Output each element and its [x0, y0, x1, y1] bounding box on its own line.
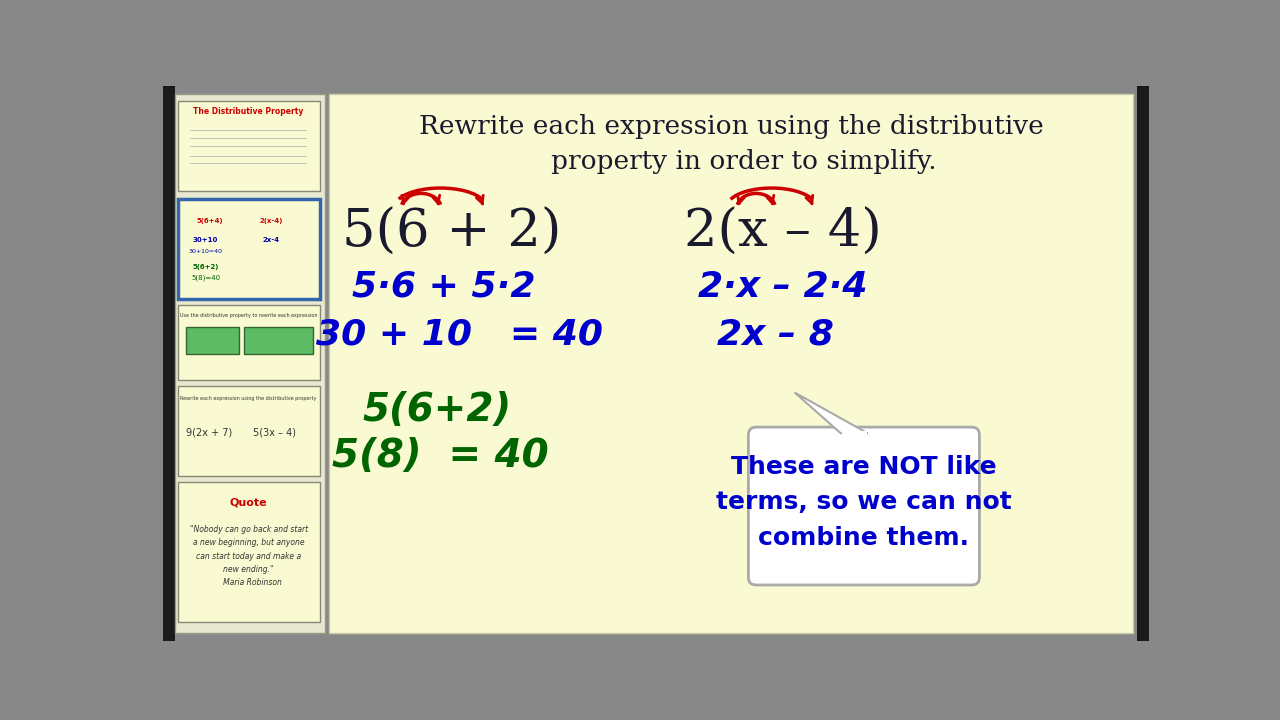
- Text: 30+10=40: 30+10=40: [188, 249, 223, 254]
- Text: 2(x-4): 2(x-4): [260, 218, 283, 224]
- Text: 5·6 + 5·2: 5·6 + 5·2: [352, 269, 536, 304]
- FancyBboxPatch shape: [244, 328, 314, 354]
- Text: 5(6+4): 5(6+4): [196, 218, 223, 224]
- Text: 5(6+2): 5(6+2): [192, 264, 219, 270]
- Text: The Distributive Property: The Distributive Property: [193, 107, 303, 115]
- FancyBboxPatch shape: [178, 101, 320, 191]
- Polygon shape: [795, 392, 868, 433]
- FancyBboxPatch shape: [178, 199, 320, 299]
- FancyBboxPatch shape: [187, 328, 238, 354]
- Text: 9(2x + 7): 9(2x + 7): [187, 428, 233, 438]
- Text: 5(3x – 4): 5(3x – 4): [253, 428, 297, 438]
- Text: 5(6+2): 5(6+2): [362, 391, 511, 429]
- Text: 30 + 10   = 40: 30 + 10 = 40: [316, 318, 603, 351]
- Text: "Nobody can go back and start
a new beginning, but anyone
can start today and ma: "Nobody can go back and start a new begi…: [189, 525, 307, 587]
- Text: 2x – 8: 2x – 8: [717, 318, 833, 351]
- Text: These are NOT like
terms, so we can not
combine them.: These are NOT like terms, so we can not …: [716, 455, 1011, 549]
- Text: 5(8)=40: 5(8)=40: [191, 274, 220, 281]
- Text: 2(x – 4): 2(x – 4): [685, 207, 882, 258]
- FancyBboxPatch shape: [329, 94, 1133, 633]
- FancyBboxPatch shape: [178, 482, 320, 622]
- Text: 5(8)  = 40: 5(8) = 40: [332, 437, 549, 475]
- Text: Quote: Quote: [230, 498, 268, 507]
- FancyBboxPatch shape: [1137, 86, 1149, 641]
- Text: 2·x – 2·4: 2·x – 2·4: [699, 269, 868, 304]
- FancyBboxPatch shape: [749, 427, 979, 585]
- Text: Rewrite each expression using the distributive property: Rewrite each expression using the distri…: [180, 396, 317, 401]
- FancyBboxPatch shape: [178, 305, 320, 379]
- Text: Rewrite each expression using the distributive
   property in order to simplify.: Rewrite each expression using the distri…: [419, 114, 1043, 174]
- Text: 2x-4: 2x-4: [262, 238, 279, 243]
- FancyBboxPatch shape: [175, 94, 325, 633]
- Text: 5(6 + 2): 5(6 + 2): [342, 207, 562, 258]
- Text: 30+10: 30+10: [193, 238, 218, 243]
- FancyBboxPatch shape: [178, 386, 320, 476]
- FancyBboxPatch shape: [164, 86, 175, 641]
- Text: Use the distributive property to rewrite each expression: Use the distributive property to rewrite…: [180, 313, 317, 318]
- Polygon shape: [842, 431, 867, 435]
